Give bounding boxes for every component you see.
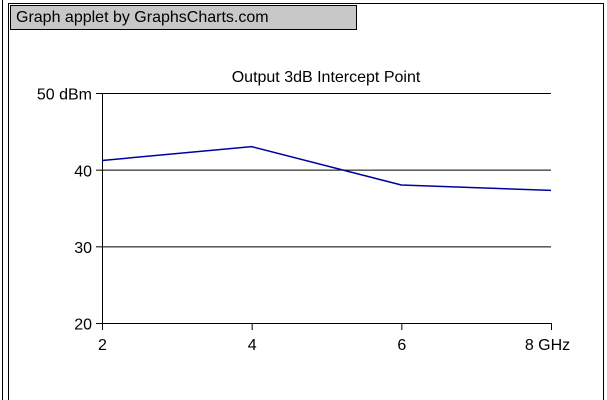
x-tick-label: 4 bbox=[248, 337, 257, 354]
y-tick-label: 20 bbox=[74, 317, 92, 334]
frame bbox=[8, 3, 604, 400]
x-tick-label: 6 bbox=[397, 337, 406, 354]
y-tick-label: 40 bbox=[74, 163, 92, 180]
y-tick-label: 30 bbox=[74, 240, 92, 257]
chart-title: Output 3dB Intercept Point bbox=[232, 69, 421, 86]
banner: Graph applet by GraphsCharts.com bbox=[16, 9, 269, 26]
x-tick-label: 2 bbox=[98, 337, 107, 354]
y-tick-label: 50 dBm bbox=[37, 87, 92, 104]
data-line bbox=[101, 145, 552, 192]
banner-box bbox=[10, 5, 357, 30]
x-tick-label: 8 GHz bbox=[525, 337, 570, 354]
